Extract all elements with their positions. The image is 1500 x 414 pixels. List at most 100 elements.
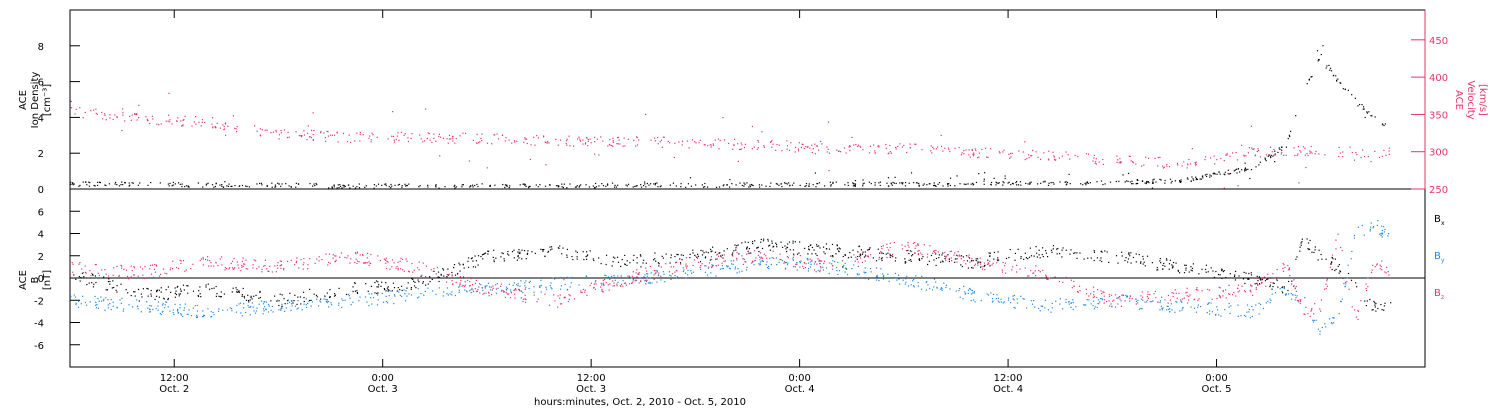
- data-point: [714, 251, 717, 253]
- data-point: [868, 248, 871, 251]
- data-point: [1174, 180, 1176, 182]
- data-point: [138, 104, 140, 106]
- data-point: [1053, 158, 1056, 160]
- data-point: [108, 183, 110, 185]
- data-point: [111, 287, 113, 289]
- data-point: [489, 185, 491, 187]
- data-point: [318, 256, 320, 258]
- data-point: [1182, 307, 1184, 309]
- density-tick-label: 8: [38, 42, 44, 53]
- data-point: [478, 142, 480, 144]
- data-point: [850, 256, 852, 258]
- data-point: [1324, 323, 1326, 325]
- data-point: [391, 290, 393, 292]
- data-point: [819, 271, 821, 273]
- data-point: [78, 275, 80, 278]
- data-point: [792, 256, 794, 258]
- data-point: [135, 113, 137, 115]
- data-point: [849, 149, 851, 152]
- data-point: [1366, 111, 1368, 113]
- data-point: [557, 144, 559, 146]
- data-point: [614, 184, 616, 187]
- data-point: [247, 268, 249, 270]
- data-point: [1186, 291, 1188, 293]
- data-point: [547, 250, 550, 253]
- data-point: [417, 279, 419, 281]
- data-point: [1191, 267, 1194, 270]
- data-point: [1144, 265, 1146, 267]
- data-point: [1272, 286, 1274, 288]
- data-point: [270, 132, 272, 134]
- data-point: [753, 146, 755, 148]
- data-point: [864, 251, 866, 253]
- data-point: [1383, 226, 1385, 228]
- data-point: [1338, 146, 1340, 149]
- data-point: [1126, 296, 1128, 298]
- data-point: [897, 145, 899, 148]
- data-point: [706, 186, 709, 188]
- data-point: [1119, 162, 1122, 164]
- data-point: [188, 186, 190, 188]
- legend-entry-subscript: x: [1441, 220, 1445, 227]
- data-point: [1330, 263, 1332, 266]
- data-point: [1300, 242, 1302, 244]
- data-point: [1299, 150, 1301, 152]
- data-point: [1342, 155, 1344, 158]
- data-point: [741, 184, 743, 187]
- data-point: [231, 310, 233, 312]
- data-point: [756, 247, 759, 249]
- data-point: [349, 262, 351, 264]
- data-point: [944, 255, 946, 257]
- data-point: [264, 306, 266, 308]
- data-point: [585, 137, 588, 139]
- data-point: [297, 300, 299, 302]
- data-point: [159, 182, 161, 184]
- data-point: [1001, 271, 1004, 273]
- data-point: [968, 287, 971, 290]
- data-point: [158, 289, 160, 291]
- data-point: [1054, 276, 1056, 278]
- data-point: [84, 265, 86, 267]
- data-point: [1024, 267, 1026, 269]
- data-point: [802, 265, 804, 267]
- data-point: [567, 300, 570, 303]
- data-point: [921, 254, 923, 256]
- data-point: [1159, 156, 1161, 158]
- data-point: [1032, 303, 1034, 305]
- data-point: [155, 290, 158, 292]
- data-point: [1093, 296, 1096, 298]
- data-point: [1119, 158, 1121, 160]
- bottom-panel-points: [70, 220, 1392, 335]
- data-point: [1164, 182, 1166, 184]
- data-point: [486, 285, 488, 287]
- data-point: [513, 249, 515, 251]
- data-point: [1252, 309, 1254, 311]
- data-point: [1116, 161, 1118, 163]
- data-point: [812, 148, 814, 150]
- data-point: [518, 252, 520, 254]
- data-point: [902, 182, 904, 184]
- data-point: [1308, 248, 1311, 250]
- data-point: [467, 260, 469, 262]
- data-point: [134, 113, 136, 115]
- data-point: [1141, 165, 1143, 167]
- data-point: [811, 151, 813, 154]
- data-point: [1047, 309, 1049, 311]
- data-point: [555, 138, 557, 140]
- data-point: [557, 185, 559, 187]
- data-point: [1101, 292, 1103, 295]
- data-point: [280, 129, 282, 132]
- data-point: [995, 184, 997, 186]
- data-point: [968, 154, 970, 156]
- data-point: [1093, 291, 1095, 293]
- data-point: [512, 284, 514, 286]
- data-point: [975, 259, 977, 262]
- data-point: [1029, 183, 1031, 185]
- data-point: [324, 296, 326, 298]
- data-point: [656, 182, 658, 184]
- data-point: [646, 273, 648, 275]
- data-point: [1288, 268, 1290, 270]
- data-point: [938, 182, 941, 184]
- data-point: [934, 184, 936, 186]
- data-point: [927, 263, 929, 266]
